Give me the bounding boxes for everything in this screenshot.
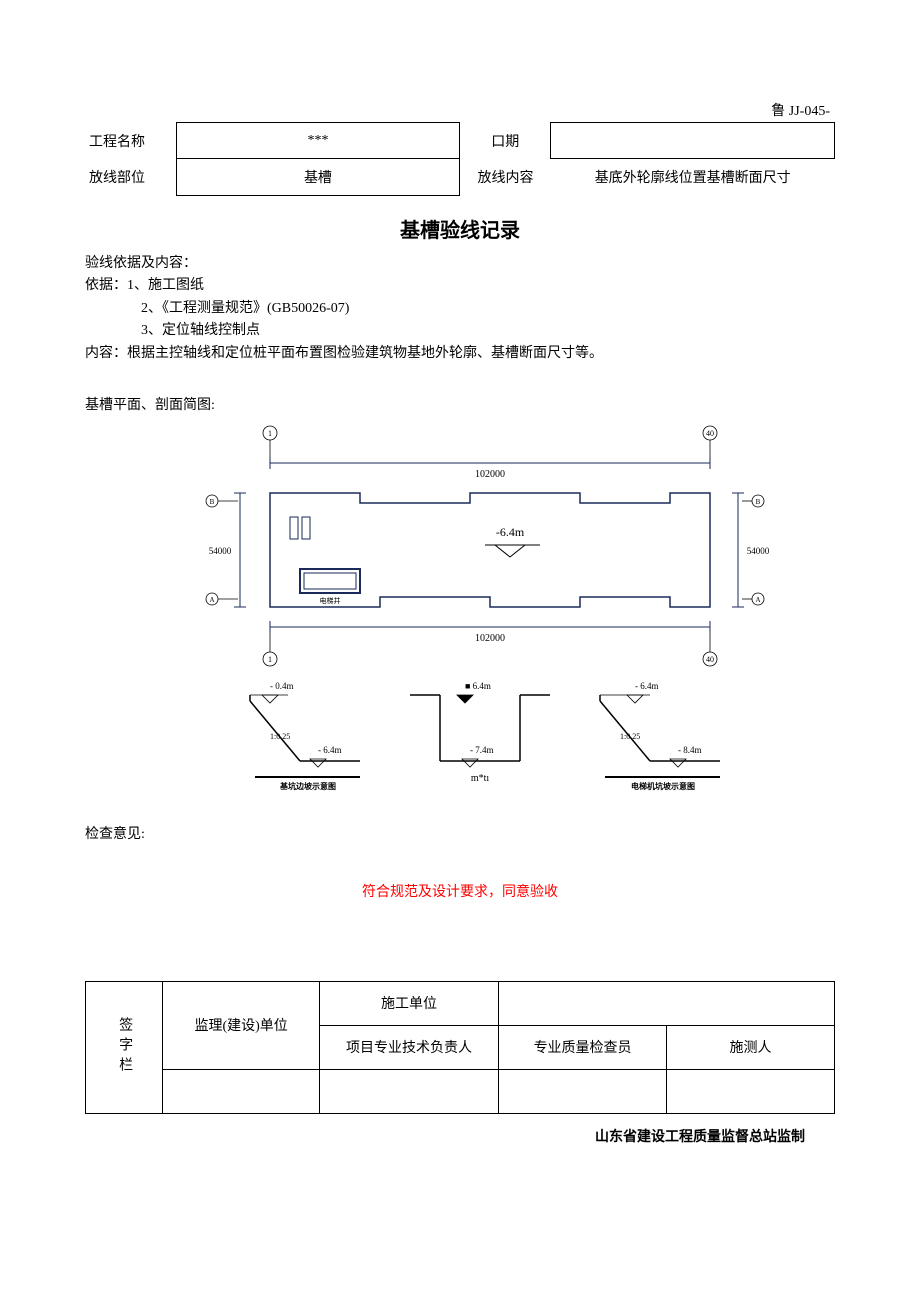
svg-text:1:0.25: 1:0.25 xyxy=(620,732,640,741)
opinion-text: 符合规范及设计要求，同意验收 xyxy=(85,881,835,901)
header-table: 工程名称 *** 口期 放线部位 基槽 放线内容 基底外轮廓线位置基槽断面尺寸 xyxy=(85,122,835,196)
svg-text:B: B xyxy=(210,498,215,506)
svg-text:A: A xyxy=(209,596,214,604)
sig-blank-1 xyxy=(163,1069,320,1113)
svg-text:1:0.25: 1:0.25 xyxy=(270,732,290,741)
svg-text:m*tı: m*tı xyxy=(471,773,490,784)
svg-text:- 7.4m: - 7.4m xyxy=(470,745,494,755)
project-value: *** xyxy=(176,123,460,159)
diagram-label: 基槽平面、剖面简图: xyxy=(85,395,835,417)
svg-text:102000: 102000 xyxy=(475,633,505,644)
svg-text:54000: 54000 xyxy=(209,546,232,556)
svg-text:- 0.4m: - 0.4m xyxy=(270,681,294,691)
footer-text: 山东省建设工程质量监督总站监制 xyxy=(85,1126,835,1146)
svg-text:电梯机坑坡示意图: 电梯机坑坡示意图 xyxy=(631,781,695,791)
basis-line2: 2、《工程测量规范》(GB50026-07) xyxy=(85,298,835,320)
svg-text:B: B xyxy=(756,498,761,506)
section-2: ■ 6.4m - 7.4m m*tı xyxy=(410,681,550,784)
sig-contractor: 施工单位 xyxy=(319,981,498,1025)
svg-text:A: A xyxy=(755,596,760,604)
svg-text:■ 6.4m: ■ 6.4m xyxy=(465,681,491,691)
sig-tech-lead: 项目专业技术负责人 xyxy=(319,1025,498,1069)
basis-heading: 验线依据及内容： xyxy=(85,253,835,275)
content-value: 基底外轮廓线位置基槽断面尺寸 xyxy=(551,159,835,196)
pos-value: 基槽 xyxy=(176,159,460,196)
sig-qc: 专业质量检查员 xyxy=(499,1025,667,1069)
signature-table: 签字栏 监理(建设)单位 施工单位 项目专业技术负责人 专业质量检查员 施测人 xyxy=(85,981,835,1114)
sig-blank-4 xyxy=(667,1069,835,1113)
sig-supervisor: 监理(建设)单位 xyxy=(163,981,320,1069)
basis-line1: 依据：1、施工图纸 xyxy=(85,275,835,297)
svg-text:- 6.4m: - 6.4m xyxy=(318,745,342,755)
svg-text:- 6.4m: - 6.4m xyxy=(635,681,659,691)
svg-text:-6.4m: -6.4m xyxy=(496,525,525,539)
section-1: - 0.4m 1:0.25 - 6.4m 基坑边坡示意图 xyxy=(250,681,360,791)
sig-surveyor: 施测人 xyxy=(667,1025,835,1069)
svg-text:54000: 54000 xyxy=(747,546,770,556)
date-label: 口期 xyxy=(460,123,551,159)
doc-code: 鲁 JJ-045- xyxy=(85,100,835,120)
date-value xyxy=(551,123,835,159)
svg-text:电梯井: 电梯井 xyxy=(320,596,341,605)
content-label: 放线内容 xyxy=(460,159,551,196)
svg-text:1: 1 xyxy=(268,429,272,438)
svg-text:40: 40 xyxy=(706,655,714,664)
basis-content: 内容：根据主控轴线和定位桩平面布置图检验建筑物基地外轮廓、基槽断面尺寸等。 xyxy=(85,343,835,365)
basis-line3: 3、定位轴线控制点 xyxy=(85,320,835,342)
plan-view: 1 40 102000 B A B xyxy=(206,426,770,666)
basis-block: 验线依据及内容： 依据：1、施工图纸 2、《工程测量规范》(GB50026-07… xyxy=(85,253,835,365)
opinion-label: 检查意见: xyxy=(85,824,835,846)
sig-contractor-blank xyxy=(499,981,835,1025)
section-3: - 6.4m 1:0.25 - 8.4m 电梯机坑坡示意图 xyxy=(600,681,720,791)
svg-text:- 8.4m: - 8.4m xyxy=(678,745,702,755)
sig-column-label: 签字栏 xyxy=(86,981,163,1113)
sig-blank-3 xyxy=(499,1069,667,1113)
svg-text:102000: 102000 xyxy=(475,469,505,480)
svg-text:40: 40 xyxy=(706,429,714,438)
diagram: 1 40 102000 B A B xyxy=(85,421,835,816)
doc-title: 基槽验线记录 xyxy=(85,214,835,243)
svg-text:1: 1 xyxy=(268,655,272,664)
project-label: 工程名称 xyxy=(85,123,176,159)
svg-text:基坑边坡示意图: 基坑边坡示意图 xyxy=(279,781,336,791)
sig-blank-2 xyxy=(319,1069,498,1113)
pos-label: 放线部位 xyxy=(85,159,176,196)
